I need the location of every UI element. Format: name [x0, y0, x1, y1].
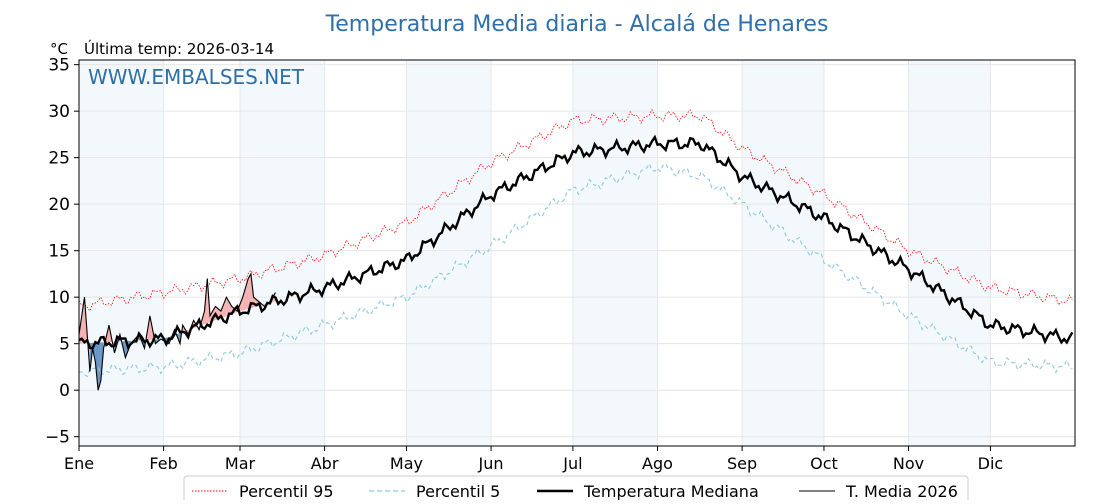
month-shading-bands — [79, 60, 991, 446]
y-axis: −5 0 5 10 15 20 25 30 35 — [45, 56, 79, 448]
month-band — [239, 60, 325, 446]
x-tick-label: Nov — [893, 454, 924, 473]
last-temp-label: Última temp: 2026-03-14 — [84, 39, 274, 58]
y-tick-label: 5 — [59, 335, 70, 355]
grid-lines — [78, 60, 1075, 446]
x-tick-label: May — [390, 454, 423, 473]
month-band — [908, 60, 991, 446]
y-tick-label: 25 — [48, 149, 70, 169]
x-tick-label: Jul — [562, 454, 582, 473]
legend-label-2026: T. Media 2026 — [845, 482, 958, 500]
line-percentil-95 — [78, 108, 1073, 312]
line-t-media-2026 — [78, 272, 276, 391]
x-tick-label: Sep — [727, 454, 757, 473]
x-tick-label: Ene — [64, 454, 94, 473]
anomaly-fill — [248, 273, 251, 309]
legend-label-p95: Percentil 95 — [239, 482, 334, 500]
series-lines — [78, 108, 1074, 391]
legend-label-p5: Percentil 5 — [416, 482, 500, 500]
y-tick-label: −5 — [45, 428, 70, 448]
anomaly-fill — [220, 297, 227, 319]
month-band — [79, 60, 164, 446]
y-tick-label: 10 — [48, 288, 70, 308]
x-tick-label: Ago — [642, 454, 673, 473]
y-tick-label: 30 — [48, 102, 70, 122]
y-tick-label: 0 — [59, 381, 70, 401]
x-axis: Ene Feb Mar Abr May Jun Jul Ago Sep Oct Nov Dic — [64, 446, 1003, 473]
x-tick-label: Abr — [311, 454, 339, 473]
x-tick-label: Dic — [978, 454, 1004, 473]
x-tick-label: Oct — [810, 454, 838, 473]
line-percentil-5 — [78, 162, 1073, 378]
line-temperatura-mediana — [78, 134, 1074, 350]
watermark: WWW.EMBALSES.NET — [88, 65, 305, 89]
legend: Percentil 95 Percentil 5 Temperatura Med… — [183, 475, 969, 504]
month-band — [572, 60, 658, 446]
x-tick-label: Mar — [225, 454, 256, 473]
anomaly-fill — [226, 297, 232, 317]
month-band — [742, 60, 824, 446]
anomaly-fill — [98, 342, 101, 391]
y-tick-label: 15 — [48, 242, 70, 262]
y-tick-label: 20 — [48, 195, 70, 215]
legend-label-median: Temperatura Mediana — [583, 482, 759, 500]
y-tick-label: 35 — [48, 56, 70, 76]
plot-frame — [78, 59, 1076, 447]
anomaly-fill — [242, 278, 249, 311]
x-tick-label: Jun — [478, 454, 504, 473]
legend-box — [183, 475, 969, 504]
unit-label: °C — [50, 40, 68, 58]
x-tick-label: Feb — [149, 454, 177, 473]
chart-title: Temperatura Media diaria - Alcalá de Hen… — [325, 12, 829, 37]
